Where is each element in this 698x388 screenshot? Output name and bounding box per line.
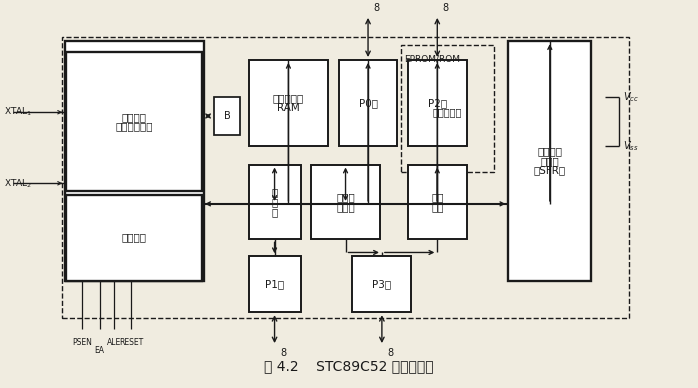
Text: $V_{cc}$: $V_{cc}$ — [623, 90, 639, 104]
Text: ALE: ALE — [106, 338, 121, 348]
Text: 寄存器: 寄存器 — [540, 156, 559, 166]
Text: XTAL$_2$: XTAL$_2$ — [4, 177, 33, 190]
Text: B: B — [224, 111, 230, 121]
Bar — [352, 256, 411, 312]
Text: 系统: 系统 — [431, 202, 443, 212]
Text: 8: 8 — [387, 348, 394, 358]
Text: 串: 串 — [272, 187, 278, 197]
Text: 控制部件: 控制部件 — [122, 232, 147, 242]
Bar — [401, 45, 494, 172]
Bar — [65, 41, 204, 281]
Text: P0口: P0口 — [359, 98, 378, 108]
Bar — [408, 60, 467, 146]
Text: PSEN: PSEN — [73, 338, 92, 348]
Text: 特殊功能: 特殊功能 — [537, 146, 563, 156]
Text: 程序存储器: 程序存储器 — [433, 107, 462, 117]
Bar — [248, 60, 328, 146]
Bar — [408, 165, 467, 239]
Text: 图 4.2    STC89C52 内部结构图: 图 4.2 STC89C52 内部结构图 — [264, 360, 434, 374]
Text: RAM: RAM — [277, 103, 299, 113]
Text: 定时／: 定时／ — [336, 192, 355, 202]
Text: XTAL$_1$: XTAL$_1$ — [4, 106, 33, 118]
Bar — [214, 97, 240, 135]
Text: 微处理器: 微处理器 — [122, 112, 147, 122]
Text: EPROM/ROM: EPROM/ROM — [404, 54, 461, 63]
Text: （SFR）: （SFR） — [534, 166, 566, 176]
Text: 8: 8 — [443, 3, 449, 13]
Text: P2口: P2口 — [428, 98, 447, 108]
Text: 行: 行 — [272, 197, 278, 207]
Bar — [248, 256, 301, 312]
Text: 数据存储器: 数据存储器 — [273, 93, 304, 103]
Text: 口: 口 — [272, 207, 278, 217]
Bar — [339, 60, 397, 146]
Bar — [311, 165, 380, 239]
Bar — [508, 41, 591, 281]
Text: P1口: P1口 — [265, 279, 284, 289]
Text: EA: EA — [95, 346, 105, 355]
Bar — [61, 38, 630, 318]
Text: 中断: 中断 — [431, 192, 443, 202]
Text: 8: 8 — [280, 348, 286, 358]
Bar — [248, 165, 301, 239]
Text: P3口: P3口 — [372, 279, 392, 289]
Text: 8: 8 — [373, 3, 380, 13]
Text: （运算部件）: （运算部件） — [116, 121, 153, 132]
Text: RESET: RESET — [119, 338, 143, 348]
Text: $V_{ss}$: $V_{ss}$ — [623, 139, 638, 153]
Bar — [66, 194, 202, 281]
Text: 计数器: 计数器 — [336, 202, 355, 212]
Bar — [66, 52, 202, 191]
